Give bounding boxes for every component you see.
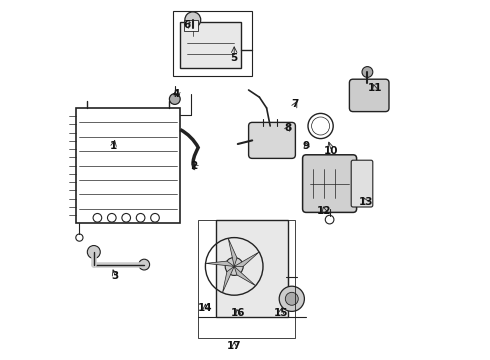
Circle shape: [362, 67, 373, 77]
Bar: [180, 22, 242, 68]
Text: 4: 4: [173, 89, 180, 99]
Text: 5: 5: [231, 53, 238, 63]
Text: 6: 6: [184, 20, 191, 30]
Text: 11: 11: [368, 83, 382, 93]
Circle shape: [139, 259, 149, 270]
Circle shape: [225, 257, 243, 275]
Text: 2: 2: [190, 161, 197, 171]
Bar: [184, 20, 198, 31]
Text: 16: 16: [231, 308, 245, 318]
FancyBboxPatch shape: [303, 155, 357, 212]
Text: 15: 15: [274, 308, 288, 318]
FancyBboxPatch shape: [349, 79, 389, 112]
Text: 17: 17: [227, 341, 242, 351]
Polygon shape: [234, 252, 259, 266]
Polygon shape: [228, 238, 237, 266]
Bar: [76, 108, 180, 223]
Circle shape: [87, 246, 100, 258]
FancyBboxPatch shape: [351, 160, 373, 207]
FancyBboxPatch shape: [248, 122, 295, 158]
Text: 3: 3: [112, 271, 119, 282]
Text: 7: 7: [292, 99, 299, 109]
Bar: [216, 220, 288, 317]
Text: 1: 1: [110, 141, 117, 151]
Text: 13: 13: [358, 197, 373, 207]
Polygon shape: [206, 261, 234, 266]
Circle shape: [285, 292, 298, 305]
Text: 12: 12: [317, 206, 331, 216]
Text: 10: 10: [324, 146, 339, 156]
Polygon shape: [234, 266, 256, 286]
Circle shape: [170, 94, 180, 104]
Text: 8: 8: [285, 123, 292, 133]
Bar: [198, 220, 295, 338]
Polygon shape: [222, 266, 234, 293]
Circle shape: [185, 12, 201, 28]
Text: 14: 14: [198, 303, 213, 313]
Circle shape: [279, 286, 304, 311]
Text: 9: 9: [303, 141, 310, 151]
Bar: [173, 11, 252, 76]
